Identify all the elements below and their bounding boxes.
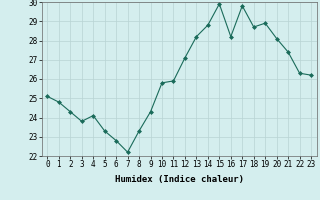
- X-axis label: Humidex (Indice chaleur): Humidex (Indice chaleur): [115, 175, 244, 184]
